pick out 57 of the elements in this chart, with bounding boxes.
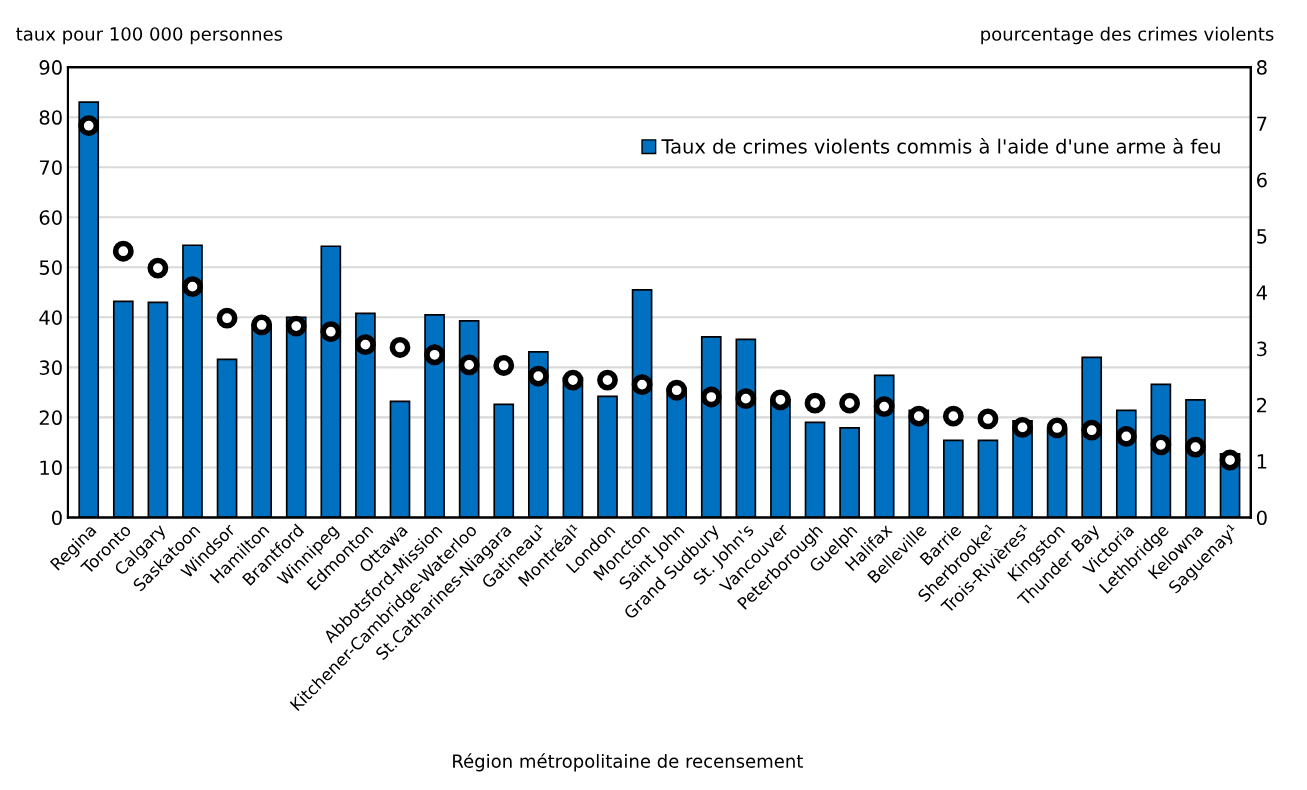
- point: [839, 392, 861, 414]
- point: [1115, 425, 1137, 447]
- y-tick-label: 70: [39, 160, 62, 175]
- y2-tick-label: 8: [1256, 60, 1267, 75]
- point: [700, 386, 722, 408]
- point: [216, 307, 238, 329]
- point: [458, 354, 480, 376]
- y2-tick-label: 3: [1257, 341, 1267, 357]
- y2-axis-title: pourcentage des crimes violents: [981, 26, 1274, 45]
- x-axis-title: Région métropolitaine de recensement: [453, 753, 803, 772]
- point: [182, 276, 203, 298]
- point: [320, 321, 342, 343]
- point: [389, 337, 411, 358]
- point: [873, 396, 895, 417]
- point: [1046, 417, 1068, 439]
- point: [770, 389, 791, 411]
- y-tick-label: 80: [39, 110, 62, 125]
- point: [493, 355, 515, 376]
- point: [1150, 434, 1172, 456]
- point: [804, 392, 826, 414]
- point: [1185, 436, 1206, 458]
- y2-tick-label: 7: [1257, 116, 1267, 131]
- point: [666, 379, 688, 401]
- point: [147, 257, 169, 279]
- legend-label: Taux de crimes violents commis à l'aide d'une arme à feu: [661, 137, 1220, 154]
- point: [285, 315, 307, 337]
- y2-tick-label: 6: [1257, 172, 1267, 188]
- point: [908, 405, 930, 427]
- point: [424, 344, 445, 366]
- y-tick-label: 30: [39, 360, 62, 376]
- y-tick-label: 10: [40, 460, 62, 476]
- y-tick-label: 0: [52, 510, 62, 526]
- point: [527, 365, 549, 387]
- point: [251, 314, 273, 336]
- point: [354, 334, 376, 356]
- point: [562, 369, 584, 391]
- y-tick-label: 20: [39, 410, 62, 426]
- point: [942, 405, 964, 427]
- point: [631, 374, 653, 396]
- y2-tick-label: 2: [1257, 397, 1267, 413]
- y2-tick-label: 0: [1256, 510, 1267, 526]
- y-tick-label: 50: [39, 260, 62, 275]
- y-tick-label: 60: [39, 210, 62, 225]
- point: [1012, 416, 1033, 438]
- point: [1081, 419, 1103, 441]
- point: [735, 388, 757, 410]
- y-tick-label: 90: [39, 60, 62, 75]
- y2-tick-label: 4: [1256, 285, 1267, 300]
- y-axis-title: taux pour 100 000 personnes: [16, 27, 283, 45]
- point: [112, 240, 134, 262]
- y2-tick-label: 5: [1257, 229, 1267, 244]
- point: [977, 408, 999, 430]
- point: [78, 115, 100, 137]
- point: [597, 369, 618, 391]
- point: [1219, 449, 1241, 471]
- y2-tick-label: 1: [1257, 454, 1267, 469]
- y-tick-label: 40: [39, 310, 62, 325]
